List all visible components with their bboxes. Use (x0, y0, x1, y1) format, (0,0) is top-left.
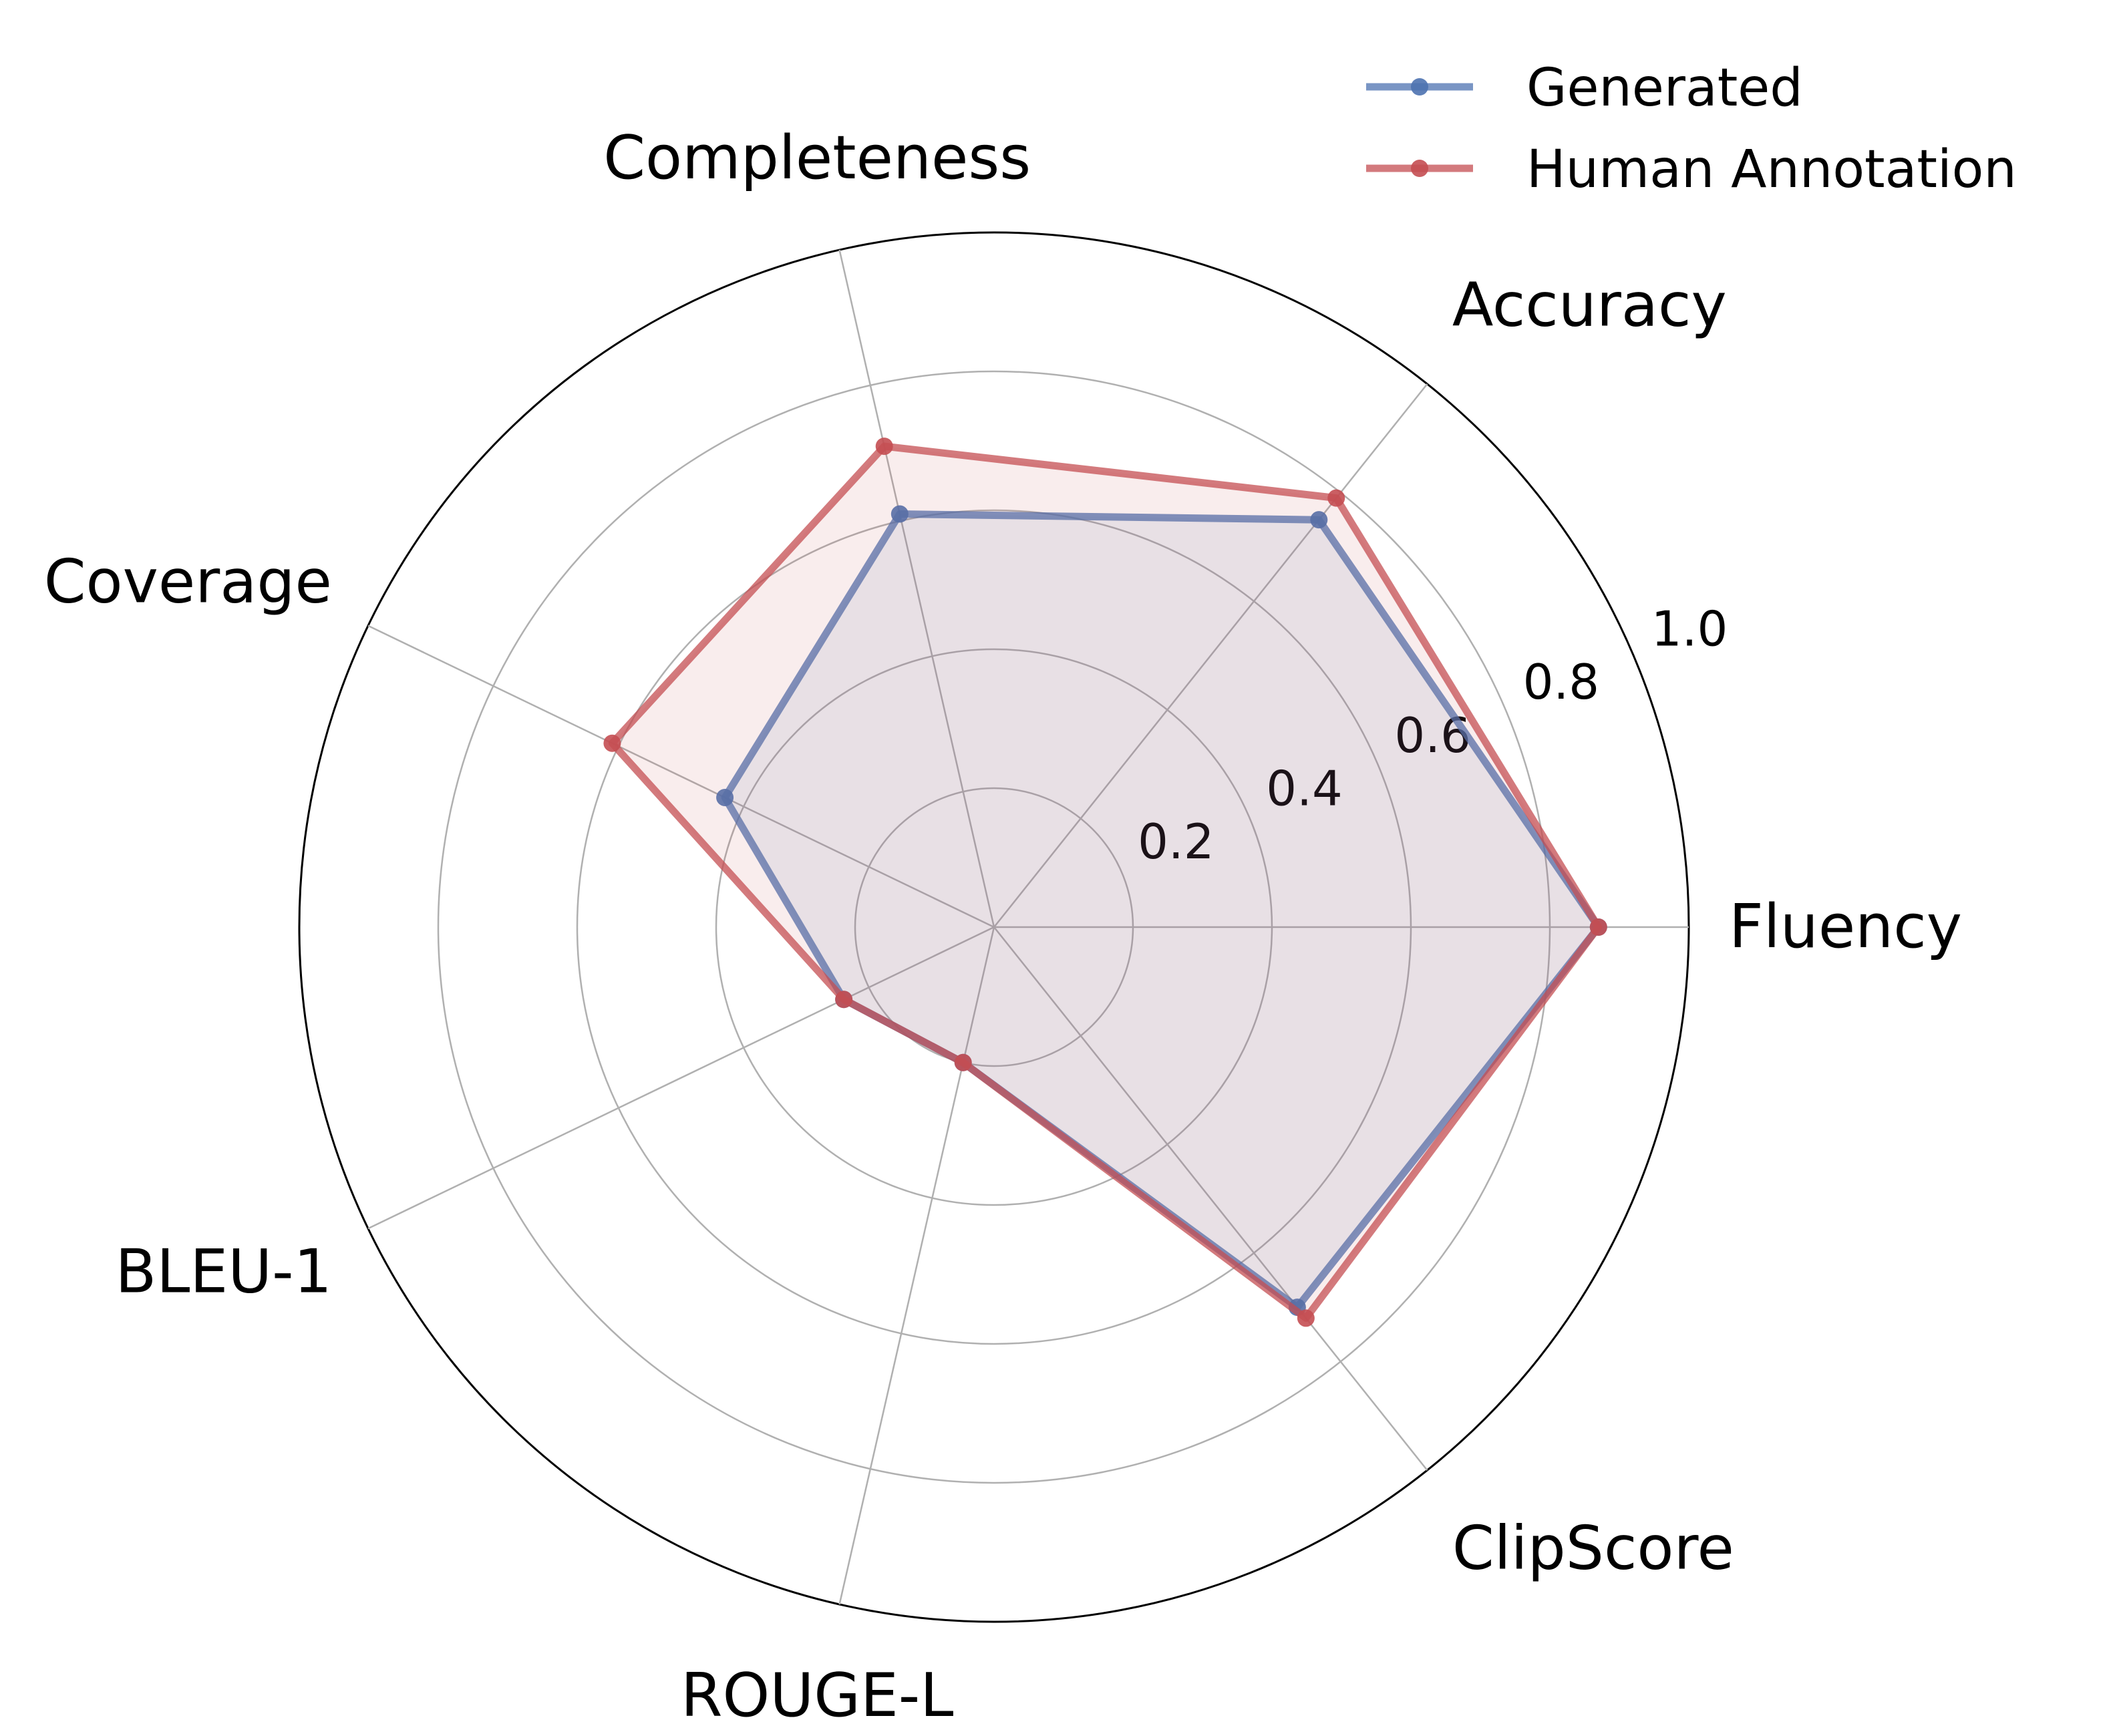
grid-spoke (367, 625, 995, 928)
rtick-label: 0.4 (1266, 760, 1343, 816)
category-label: ClipScore (1452, 1513, 1734, 1583)
category-label: Accuracy (1452, 271, 1727, 341)
category-label: BLEU-1 (116, 1236, 332, 1307)
series (603, 438, 1607, 1327)
rtick-label: 1.0 (1651, 601, 1728, 657)
series-line (608, 442, 1603, 1322)
series-fill (725, 514, 1599, 1308)
data-point (890, 505, 909, 523)
data-point (875, 438, 893, 456)
data-point (835, 991, 853, 1009)
legend-marker (1411, 78, 1428, 96)
grid-spoke (838, 249, 995, 928)
grid-spoke (367, 926, 995, 1230)
data-point (1327, 489, 1345, 507)
grid-spoke (993, 383, 1428, 928)
legend: Generated Human Annotation (1366, 58, 2017, 200)
data-point (716, 788, 734, 806)
series-fill (612, 446, 1599, 1319)
grid: 0.20.40.60.81.0 (298, 231, 1728, 1623)
data-point (954, 1053, 972, 1071)
rtick-label: 0.8 (1523, 654, 1600, 710)
grid-spoke (838, 926, 995, 1605)
data-point (1297, 1309, 1315, 1327)
grid-spoke (993, 926, 1428, 1471)
data-point (603, 734, 621, 752)
category-label: Coverage (44, 547, 332, 617)
legend-label: Generated (1526, 58, 1803, 118)
category-label: Fluency (1729, 892, 1962, 962)
axis-labels: Fluency Accuracy Completeness Coverage BLEU-… (44, 123, 1962, 1731)
data-point (1589, 918, 1607, 936)
data-point (1310, 511, 1328, 529)
legend-label: Human Annotation (1526, 140, 2017, 200)
legend-marker (1411, 160, 1428, 177)
rtick-label: 0.2 (1138, 814, 1214, 870)
category-label: Completeness (603, 123, 1031, 193)
category-label: ROUGE-L (681, 1661, 953, 1731)
